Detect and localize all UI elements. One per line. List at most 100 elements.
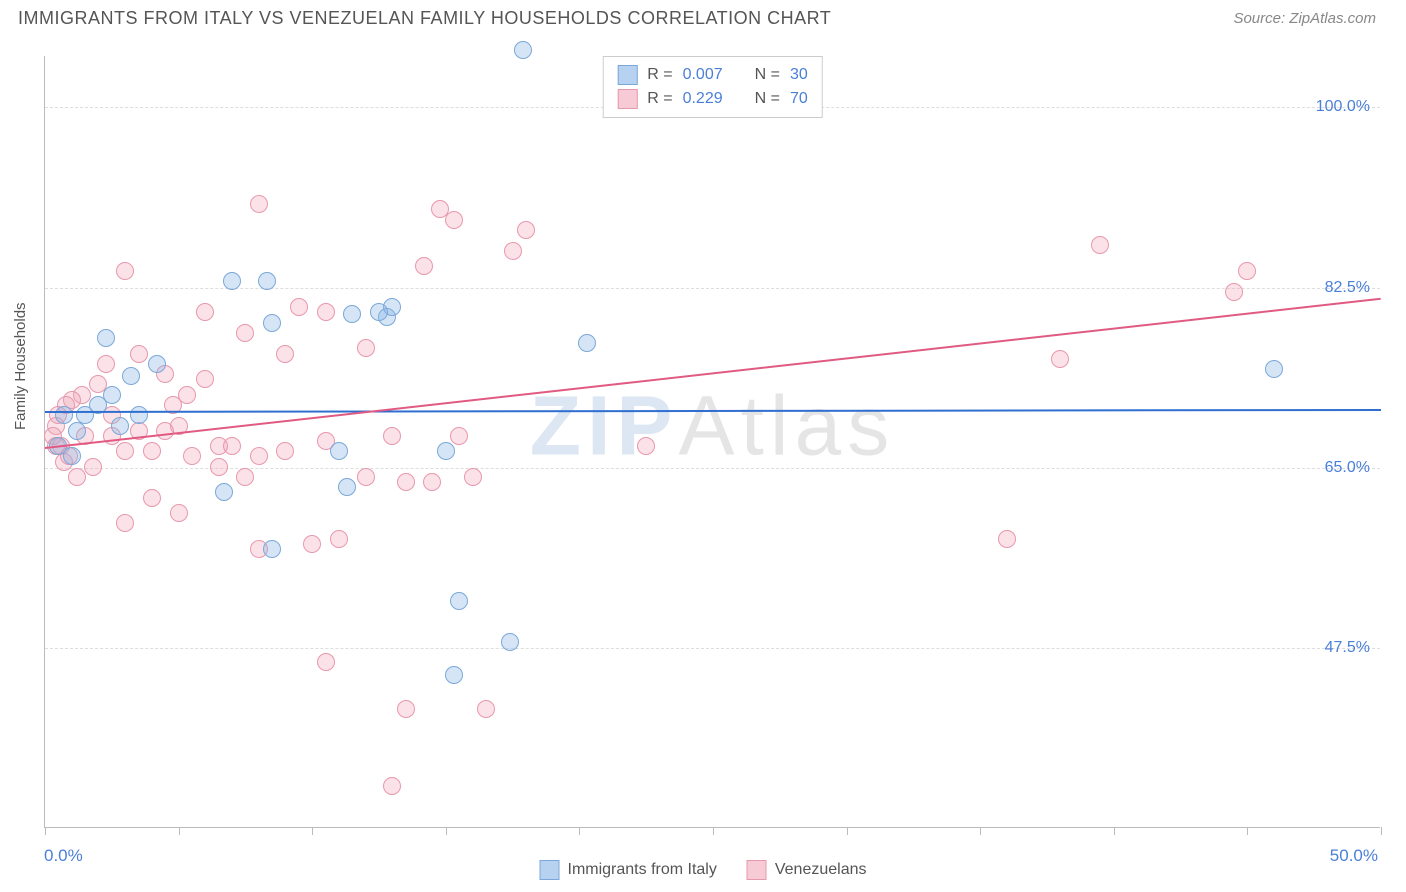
data-point-blue [111,417,129,435]
data-point-pink [196,303,214,321]
correlation-legend: R = 0.007 N = 30 R = 0.229 N = 70 [602,56,823,118]
x-tick [579,827,580,835]
x-tick [847,827,848,835]
chart-header: IMMIGRANTS FROM ITALY VS VENEZUELAN FAMI… [0,0,1406,33]
x-tick [713,827,714,835]
data-point-pink [397,700,415,718]
data-point-pink [303,535,321,553]
data-point-pink [383,427,401,445]
data-point-blue [63,447,81,465]
data-point-blue [578,334,596,352]
y-axis-label: Family Households [12,302,29,430]
data-point-pink [445,211,463,229]
data-point-blue [514,41,532,59]
x-tick [312,827,313,835]
data-point-blue [68,422,86,440]
x-axis-max-label: 50.0% [1330,846,1378,866]
data-point-pink [357,339,375,357]
data-point-blue [215,483,233,501]
data-point-blue [370,303,388,321]
trendline-pink [45,298,1381,449]
data-point-pink [223,437,241,455]
chart-title: IMMIGRANTS FROM ITALY VS VENEZUELAN FAMI… [18,8,831,29]
data-point-pink [170,504,188,522]
data-point-blue [122,367,140,385]
data-point-pink [116,442,134,460]
data-point-pink [210,458,228,476]
trendline-blue [45,409,1381,413]
data-point-blue [338,478,356,496]
gridline [45,288,1380,289]
legend-item-venezuelans: Venezuelans [747,860,867,880]
data-point-pink [276,345,294,363]
x-tick [1247,827,1248,835]
chart-source: Source: ZipAtlas.com [1233,10,1376,27]
data-point-pink [450,427,468,445]
data-point-pink [1225,283,1243,301]
gridline [45,648,1380,649]
data-point-blue [437,442,455,460]
data-point-pink [236,468,254,486]
swatch-pink-icon [617,89,637,109]
data-point-pink [517,221,535,239]
data-point-pink [477,700,495,718]
data-point-pink [464,468,482,486]
y-tick-label: 82.5% [1325,279,1370,297]
data-point-pink [330,530,348,548]
data-point-blue [55,406,73,424]
data-point-blue [501,633,519,651]
data-point-pink [196,370,214,388]
data-point-blue [450,592,468,610]
x-tick [980,827,981,835]
data-point-blue [343,305,361,323]
data-point-pink [415,257,433,275]
legend-row-blue: R = 0.007 N = 30 [617,63,808,87]
watermark: ZIPAtlas [530,378,895,475]
swatch-blue-icon [540,860,560,880]
x-tick [45,827,46,835]
data-point-blue [263,314,281,332]
x-axis-min-label: 0.0% [44,846,83,866]
data-point-blue [130,406,148,424]
data-point-pink [276,442,294,460]
data-point-pink [143,442,161,460]
data-point-pink [317,303,335,321]
data-point-pink [183,447,201,465]
legend-item-italy: Immigrants from Italy [540,860,717,880]
data-point-pink [317,653,335,671]
data-point-pink [116,514,134,532]
y-tick-label: 65.0% [1325,459,1370,477]
data-point-blue [1265,360,1283,378]
data-point-pink [423,473,441,491]
data-point-blue [97,329,115,347]
x-tick [179,827,180,835]
data-point-pink [143,489,161,507]
data-point-pink [998,530,1016,548]
swatch-pink-icon [747,860,767,880]
data-point-pink [1051,350,1069,368]
data-point-blue [223,272,241,290]
data-point-pink [397,473,415,491]
x-tick [1114,827,1115,835]
data-point-pink [250,195,268,213]
y-tick-label: 100.0% [1316,98,1370,116]
data-point-pink [357,468,375,486]
data-point-blue [258,272,276,290]
data-point-pink [504,242,522,260]
x-tick [1381,827,1382,835]
data-point-pink [84,458,102,476]
data-point-blue [445,666,463,684]
y-tick-label: 47.5% [1325,639,1370,657]
data-point-pink [383,777,401,795]
data-point-pink [290,298,308,316]
data-point-blue [330,442,348,460]
data-point-blue [148,355,166,373]
data-point-pink [1091,236,1109,254]
data-point-pink [68,468,86,486]
data-point-pink [236,324,254,342]
data-point-pink [116,262,134,280]
data-point-pink [637,437,655,455]
data-point-pink [1238,262,1256,280]
data-point-blue [263,540,281,558]
series-legend: Immigrants from Italy Venezuelans [540,860,867,880]
